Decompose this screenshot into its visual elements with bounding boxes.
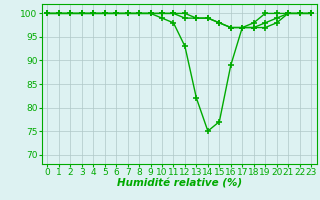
X-axis label: Humidité relative (%): Humidité relative (%) [116, 179, 242, 189]
